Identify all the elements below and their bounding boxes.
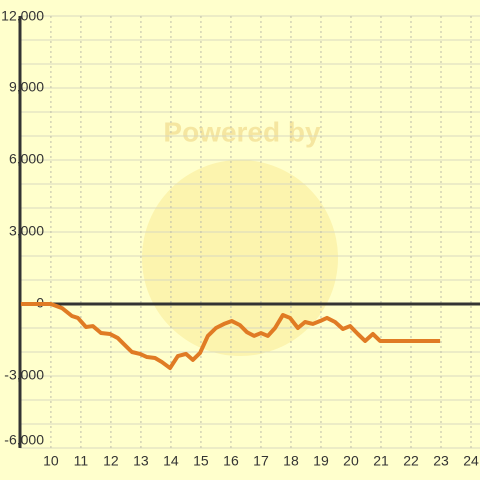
x-tick-label: 24	[463, 453, 479, 469]
x-tick-label: 10	[43, 453, 59, 469]
y-tick-label: 6,000	[9, 151, 44, 167]
data-line	[20, 302, 441, 371]
x-tick-label: 14	[163, 453, 179, 469]
x-tick-label: 18	[283, 453, 299, 469]
x-tick-label: 23	[433, 453, 449, 469]
x-tick-label: 11	[74, 453, 89, 469]
x-tick-label: 22	[403, 453, 419, 469]
x-tick-label: 19	[313, 453, 329, 469]
x-tick-label: 12	[103, 453, 119, 469]
y-tick-label: -6,000	[4, 432, 44, 448]
watermark-logo	[142, 160, 338, 356]
x-tick-label: 21	[373, 453, 389, 469]
y-tick-label: 12,000	[1, 8, 44, 24]
y-tick-label: 3,000	[9, 223, 44, 239]
x-tick-label: 13	[133, 453, 149, 469]
x-tick-label: 20	[343, 453, 359, 469]
watermark: Powered by	[163, 116, 321, 147]
x-tick-label: 17	[253, 453, 269, 469]
y-tick-label: 9,000	[9, 79, 44, 95]
x-tick-label: 16	[223, 453, 239, 469]
y-tick-label: -3,000	[4, 367, 44, 383]
x-tick-label: 15	[193, 453, 209, 469]
